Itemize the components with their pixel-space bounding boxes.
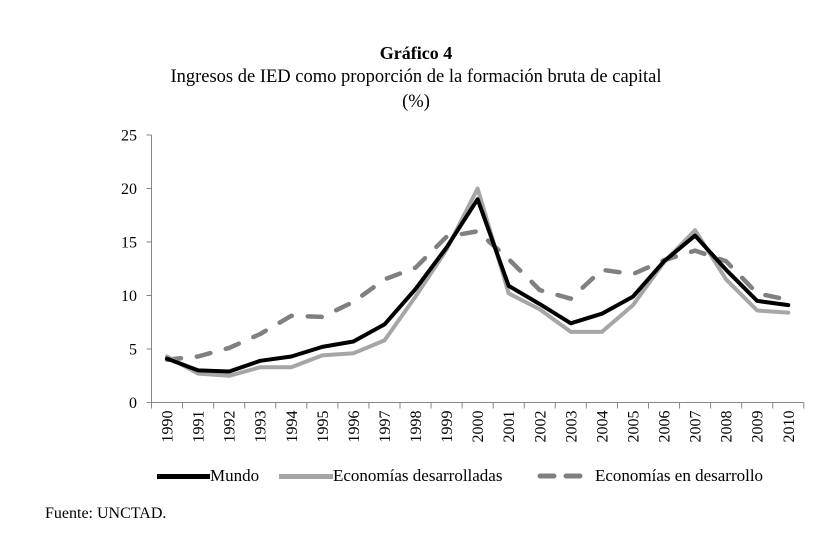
series-line-mundo [165,197,791,374]
y-axis-ticks: 0 5 10 15 20 25 [121,128,152,412]
source-note: Fuente: UNCTAD. [45,505,167,522]
legend-label-desarrolladas: Economías desarrolladas [333,466,503,485]
x-tick-label: 1998 [408,411,425,443]
legend-swatch-desarrolladas [279,473,333,479]
chart-unit-label: (%) [402,92,430,112]
x-tick-label: 2007 [688,411,705,443]
x-tick-label: 1991 [191,411,208,443]
series-line-econom-as-en-desarrollo [164,229,791,362]
legend-label-en-desarrollo: Economías en desarrollo [595,466,764,485]
x-tick-label: 2005 [625,411,642,443]
x-tick-label: 2006 [657,411,674,443]
y-tick-label: 0 [129,395,137,412]
x-tick-label: 1992 [222,411,239,443]
x-tick-label: 2008 [719,411,736,443]
legend-label-mundo: Mundo [210,466,260,485]
chart-title: Gráfico 4 [379,43,453,63]
x-tick-label: 1997 [377,411,394,443]
y-tick-label: 20 [121,181,137,198]
x-tick-label: 1994 [284,411,301,443]
y-tick-label: 5 [129,342,137,359]
x-tick-label: 1995 [315,411,332,443]
x-axis-ticks: 1990 1991 1992 1993 1994 1995 1996 1997 1998 1999… [151,402,805,443]
x-tick-label: 2000 [470,411,487,443]
x-tick-label: 2004 [594,411,611,443]
x-tick-label: 2003 [563,411,580,443]
y-tick-label: 15 [121,235,137,252]
y-tick-label: 10 [121,288,137,305]
series-line-econom-as-desarrolladas [165,186,791,378]
x-tick-label: 1999 [439,411,456,443]
chart-subtitle: Ingresos de IED como proporción de la fo… [170,67,662,87]
x-tick-label: 1996 [346,411,363,443]
chart-series [164,186,791,378]
x-tick-label: 2010 [781,411,798,443]
chart-axes [146,135,804,403]
legend-swatch-en-desarrollo [537,473,593,479]
x-tick-label: 2001 [501,411,518,443]
x-tick-label: 2009 [750,411,767,443]
y-tick-label: 25 [121,128,137,145]
chart-legend: Mundo Economías desarrolladas Economías … [0,464,832,488]
legend-item-en-desarrollo: Economías en desarrollo [537,464,763,488]
x-tick-label: 1993 [253,411,270,443]
legend-item-desarrolladas: Economías desarrolladas [279,464,502,488]
legend-item-mundo: Mundo [157,464,259,488]
legend-swatch-mundo [157,473,210,479]
x-tick-label: 2002 [532,411,549,443]
x-tick-label: 1990 [160,411,177,443]
